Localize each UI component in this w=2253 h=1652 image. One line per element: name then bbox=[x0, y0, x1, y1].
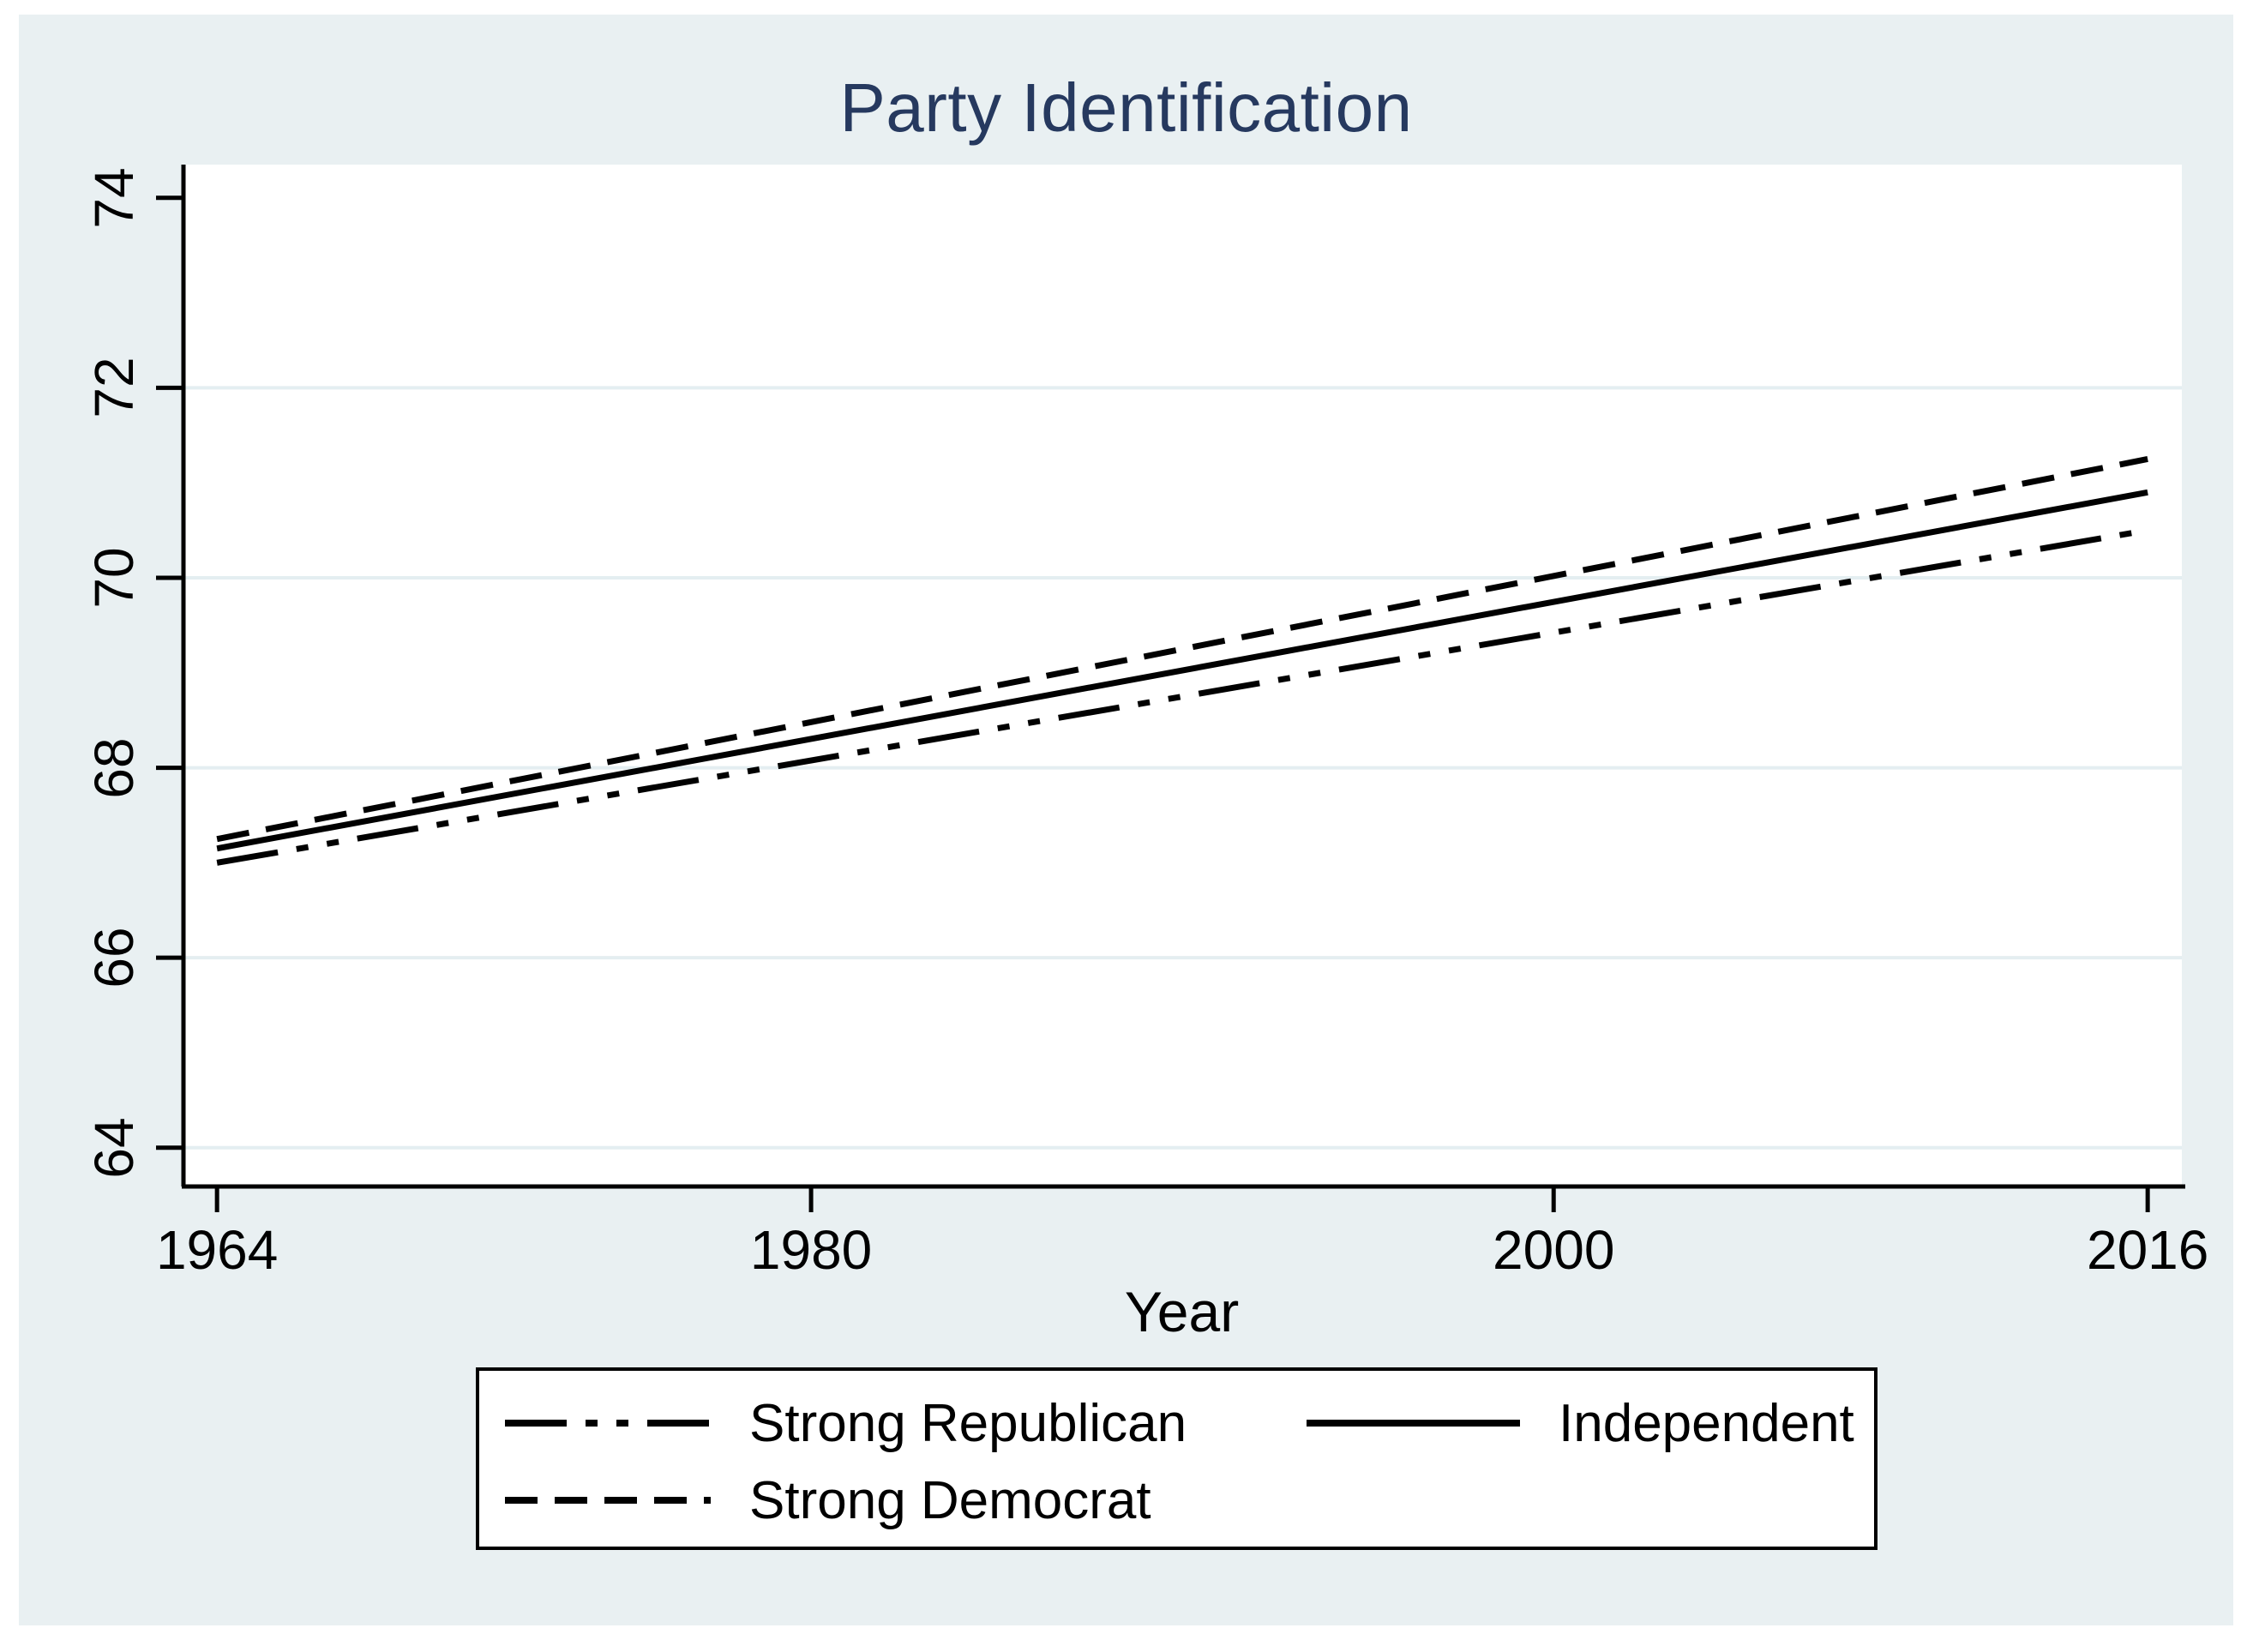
y-tick-label-64: 64 bbox=[83, 1117, 145, 1179]
chart-title: Party Identification bbox=[839, 69, 1413, 146]
legend-item-independent: Independent bbox=[1307, 1385, 1854, 1462]
legend-label-independent: Independent bbox=[1559, 1393, 1854, 1453]
y-tick-label-70: 70 bbox=[83, 547, 145, 609]
legend-line-sample-strong-democrat bbox=[505, 1497, 711, 1504]
legend-item-strong-republican: Strong Republican bbox=[505, 1385, 1187, 1462]
legend-line-sample-independent bbox=[1307, 1420, 1520, 1427]
x-axis-title: Year bbox=[1124, 1280, 1240, 1343]
legend-label-strong-republican: Strong Republican bbox=[749, 1393, 1187, 1453]
y-tick-label-72: 72 bbox=[83, 357, 145, 418]
x-tick-label-2016: 2016 bbox=[2086, 1219, 2209, 1281]
series-line-independent bbox=[216, 489, 2148, 852]
plot-background bbox=[182, 165, 2182, 1185]
x-tick-label-2000: 2000 bbox=[1493, 1219, 1615, 1281]
legend-line-sample-strong-republican bbox=[505, 1420, 711, 1427]
legend-item-strong-democrat: Strong Democrat bbox=[505, 1462, 1151, 1539]
series-line-strong-republican bbox=[216, 527, 2148, 866]
series-line-strong-democrat bbox=[216, 456, 2148, 843]
x-tick-label-1980: 1980 bbox=[749, 1219, 873, 1281]
y-tick-label-68: 68 bbox=[83, 736, 145, 799]
legend: Strong Republican Independent Strong Democ… bbox=[476, 1367, 1878, 1550]
y-tick-label-66: 66 bbox=[83, 927, 145, 988]
y-tick-label-74: 74 bbox=[83, 167, 145, 229]
x-tick-label-1964: 1964 bbox=[155, 1219, 279, 1281]
legend-label-strong-democrat: Strong Democrat bbox=[749, 1470, 1151, 1530]
